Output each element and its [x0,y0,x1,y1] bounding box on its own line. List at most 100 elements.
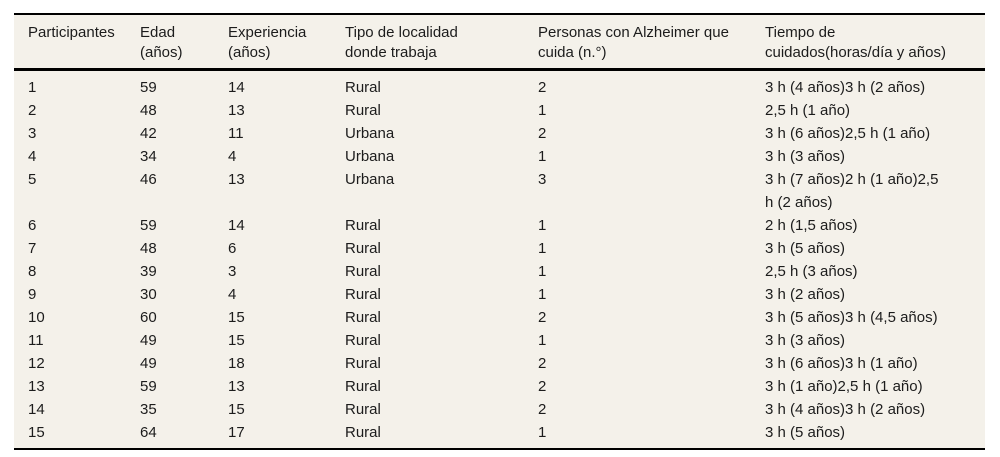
table-cell: 14 [28,401,45,418]
table-cell: 3 h (5 años)3 h (4,5 años) [765,309,938,326]
table-cell: 2 [28,102,37,119]
table-cell: 14 [228,79,245,96]
table-cell: 59 [140,378,157,395]
table-cell: Rural [345,424,381,441]
table-cell: Rural [345,102,381,119]
table-row: 8 39 3 Rural 1 2,5 h (3 años) [14,260,985,283]
table-cell: 2,5 h (1 año) [765,102,851,119]
table-cell: 49 [140,332,157,349]
table-row: 14 35 15 Rural 2 3 h (4 años)3 h (2 años) [14,398,985,421]
table-row: 6 59 14 Rural 1 2 h (1,5 años) [14,214,985,237]
table-cell: 2 [538,378,547,395]
table-row: 1 59 14 Rural 2 3 h (4 años)3 h (2 años) [14,70,985,100]
table-cell: 1 [538,148,547,165]
table-row: 4 34 4 Urbana 1 3 h (3 años) [14,145,985,168]
table-cell: 8 [28,263,37,280]
table-cell: 2 [538,125,547,142]
table-cell: 1 [28,79,37,96]
table-row: 3 42 11 Urbana 2 3 h (6 años)2,5 h (1 año) [14,122,985,145]
table-cell: 12 [28,355,45,372]
table-cell: 3 h (5 años) [765,240,846,257]
table-cell: 2 [538,309,547,326]
column-header-1: Participantes [14,14,140,71]
table-cell: 15 [228,309,245,326]
table-cell: 6 [28,217,37,234]
table-cell: Urbana [345,171,395,188]
table-cell: Rural [345,332,381,349]
table-cell: 35 [140,401,157,418]
table-body: 1 59 14 Rural 2 3 h (4 años)3 h (2 años) 2 48 13… [14,70,985,450]
table-cell: Urbana [345,148,395,165]
table-cell: 3 h (3 años) [765,148,846,165]
table-cell: Rural [345,378,381,395]
table-cell: 3 h (6 años)2,5 h (1 año) [765,125,931,142]
table-cell: 2,5 h (3 años) [765,263,858,280]
table-cell: 2 [538,401,547,418]
table-header: Participantes Edad (años) Experiencia (año… [14,14,985,71]
table-cell: 11 [28,332,44,349]
table-cell: 13 [228,378,245,395]
column-header-2: Edad (años) [140,14,228,71]
table-cell: 9 [28,286,37,303]
table-cell: 5 [28,171,37,188]
table-cell: 17 [228,424,245,441]
table-row: 10 60 15 Rural 2 3 h (5 años)3 h (4,5 años) [14,306,985,329]
table-row: 9 30 4 Rural 1 3 h (2 años) [14,283,985,306]
table-cell: 2 [538,79,547,96]
table-row: 12 49 18 Rural 2 3 h (6 años)3 h (1 año) [14,352,985,375]
table-cell: 48 [140,240,157,257]
table-cell: 6 [228,240,237,257]
table-row: 7 48 6 Rural 1 3 h (5 años) [14,237,985,260]
header-row: Participantes Edad (años) Experiencia (año… [14,14,985,71]
table-cell: 59 [140,217,157,234]
column-header-6: Tiempo de cuidados(horas/día y años) [765,14,985,71]
table-cell: 39 [140,263,157,280]
table-cell: 13 [228,171,245,188]
table-row: 15 64 17 Rural 1 3 h (5 años) [14,421,985,449]
table-cell: Rural [345,217,381,234]
table-row: 2 48 13 Rural 1 2,5 h (1 año) [14,99,985,122]
table-cell: 4 [228,286,237,303]
table-cell: 1 [538,263,547,280]
column-header-3: Experiencia (años) [228,14,345,71]
table-cell: 34 [140,148,157,165]
table-cell: 15 [28,424,45,441]
table-cell: 3 h (4 años)3 h (2 años) [765,79,926,96]
table-cell: 64 [140,424,157,441]
table-cell: 1 [538,424,547,441]
table-cell: 3 [228,263,237,280]
table-cell: 59 [140,79,157,96]
table-row: 11 49 15 Rural 1 3 h (3 años) [14,329,985,352]
table-cell: 1 [538,286,547,303]
table-cell: 3 [28,125,37,142]
column-header-4: Tipo de localidad donde trabaja [345,14,538,71]
table-cell: 3 [538,171,547,188]
table-cell: Rural [345,309,381,326]
table-cell: 7 [28,240,37,257]
table-cell: 3 h (7 años)2 h (1 año)2,5 h (2 años) [765,171,939,211]
table-row: 5 46 13 Urbana 3 3 h (7 años)2 h (1 año)2,5 h… [14,168,985,214]
table-cell: 3 h (6 años)3 h (1 año) [765,355,918,372]
table-cell: 11 [228,125,244,142]
table-cell: Rural [345,263,381,280]
table-cell: 42 [140,125,157,142]
table-cell: Rural [345,401,381,418]
table-cell: 49 [140,355,157,372]
table-cell: 1 [538,102,547,119]
table-cell: 2 [538,355,547,372]
table-cell: 30 [140,286,157,303]
table-cell: 3 h (1 año)2,5 h (1 año) [765,378,923,395]
table-cell: 13 [228,102,245,119]
table-cell: 4 [228,148,237,165]
table-cell: Rural [345,240,381,257]
participants-table-container: Participantes Edad (años) Experiencia (año… [14,13,985,450]
table-cell: 2 h (1,5 años) [765,217,858,234]
table-cell: 3 h (4 años)3 h (2 años) [765,401,926,418]
participants-table: Participantes Edad (años) Experiencia (año… [14,13,985,450]
table-cell: 18 [228,355,245,372]
table-cell: 13 [28,378,45,395]
table-cell: 15 [228,401,245,418]
table-cell: 1 [538,240,547,257]
table-cell: 3 h (5 años) [765,424,846,441]
table-cell: 1 [538,332,547,349]
